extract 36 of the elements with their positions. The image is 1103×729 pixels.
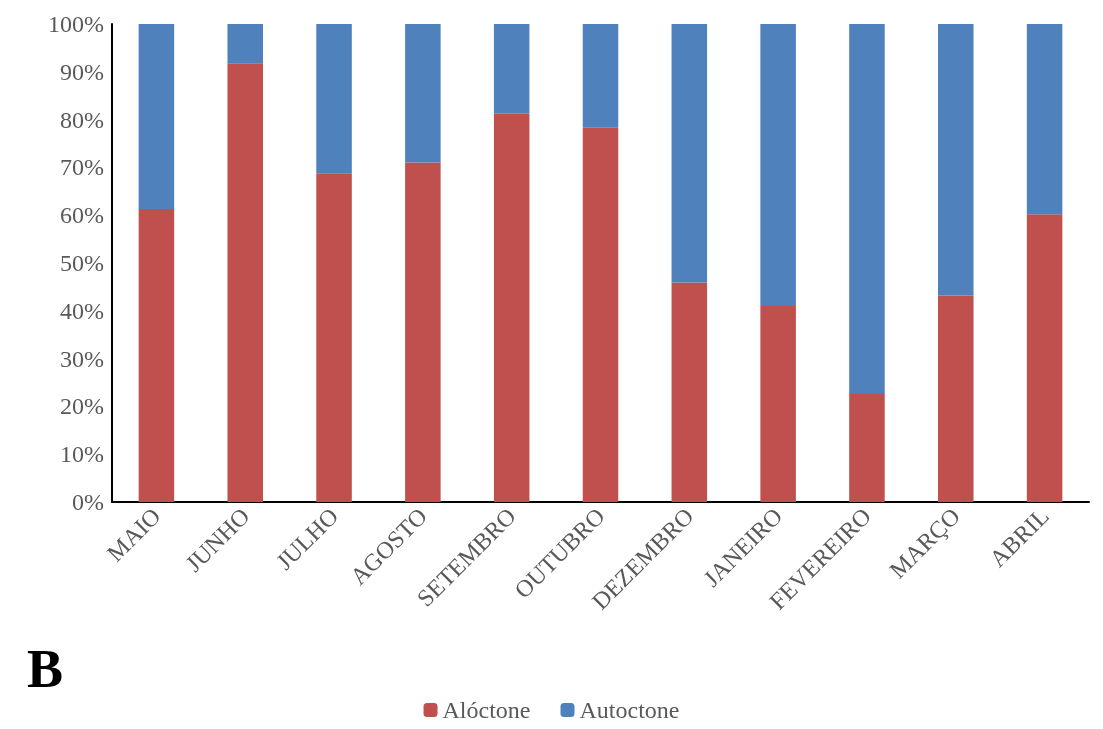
- bar: [760, 306, 796, 502]
- bar: [316, 24, 352, 174]
- y-tick-label: 20%: [60, 393, 104, 420]
- bar: [671, 24, 708, 283]
- bar: [938, 295, 974, 502]
- bar: [227, 63, 263, 502]
- y-tick-label: 100%: [48, 11, 104, 37]
- bar: [1026, 24, 1063, 215]
- y-tick-label: 40%: [60, 297, 104, 324]
- bar: [405, 24, 441, 163]
- bar: [582, 24, 619, 128]
- y-tick-label: 70%: [60, 154, 104, 181]
- legend-label: Autoctone: [579, 697, 680, 723]
- bar: [138, 208, 175, 502]
- bar: [227, 24, 263, 64]
- bar: [582, 127, 619, 502]
- bar: [493, 113, 530, 502]
- bar: [316, 173, 352, 502]
- bar: [405, 162, 441, 502]
- bar: [138, 24, 175, 209]
- bar: [849, 24, 885, 394]
- bar: [671, 282, 708, 502]
- bar: [1026, 214, 1063, 502]
- y-tick-label: 50%: [60, 250, 104, 276]
- y-tick-label: 10%: [60, 441, 104, 468]
- y-tick-label: 80%: [60, 106, 104, 133]
- text: B: [27, 639, 64, 699]
- bar: [938, 24, 974, 296]
- bar: [849, 393, 885, 502]
- legend-label: Alóctone: [442, 697, 531, 723]
- y-tick-label: 60%: [60, 202, 104, 229]
- y-tick-label: 30%: [60, 345, 104, 372]
- y-tick-label: 0%: [72, 489, 104, 515]
- y-tick-label: 90%: [60, 58, 104, 85]
- bar: [760, 24, 796, 307]
- bar: [493, 24, 530, 114]
